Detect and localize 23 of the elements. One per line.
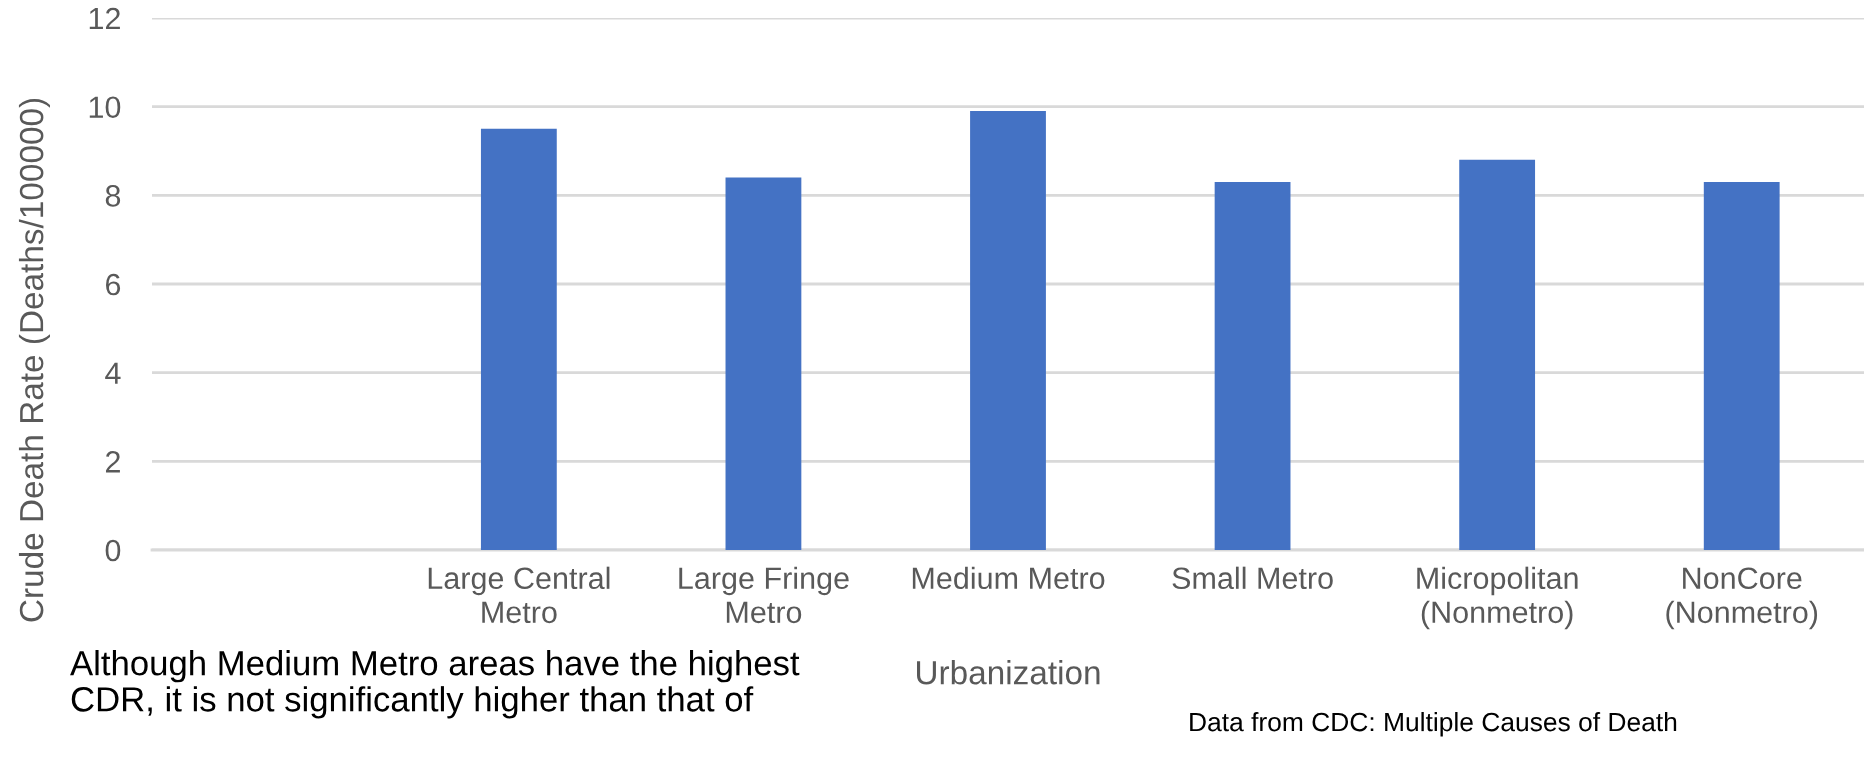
x-axis-title: Urbanization: [917, 660, 1100, 685]
y-tick-label: 10: [89, 96, 121, 119]
x-tick-label: Large Fringe Metro: [679, 566, 849, 624]
y-tick-label: 0: [105, 539, 121, 562]
bar: [725, 177, 802, 550]
x-tick-label: Small Metro: [1172, 566, 1333, 590]
bar: [1214, 182, 1291, 550]
y-tick-label: 12: [89, 7, 120, 30]
y-tick-label: 4: [105, 362, 121, 384]
y-axis-title: Crude Death Rate (Deaths/100000): [18, 98, 50, 622]
y-tick-label: 6: [106, 273, 121, 296]
bar: [1459, 159, 1536, 550]
bar: [970, 111, 1046, 550]
bar: [480, 128, 557, 550]
bar: [1703, 182, 1780, 550]
x-tick-label: Micropolitan (Nonmetro): [1417, 566, 1578, 630]
x-tick-label: Large Central Metro: [428, 566, 610, 624]
text: Although Medium Metro areas have the highest CDR, it is not significantly higher than that of: [70, 650, 800, 719]
text: Data from CDC: Multiple Causes of Death: [1190, 712, 1677, 737]
y-tick-label: 2: [105, 451, 120, 473]
x-tick-label: Medium Metro: [912, 566, 1105, 590]
x-tick-label: NonCore (Nonmetro): [1666, 567, 1818, 630]
y-tick-label: 8: [105, 185, 121, 207]
